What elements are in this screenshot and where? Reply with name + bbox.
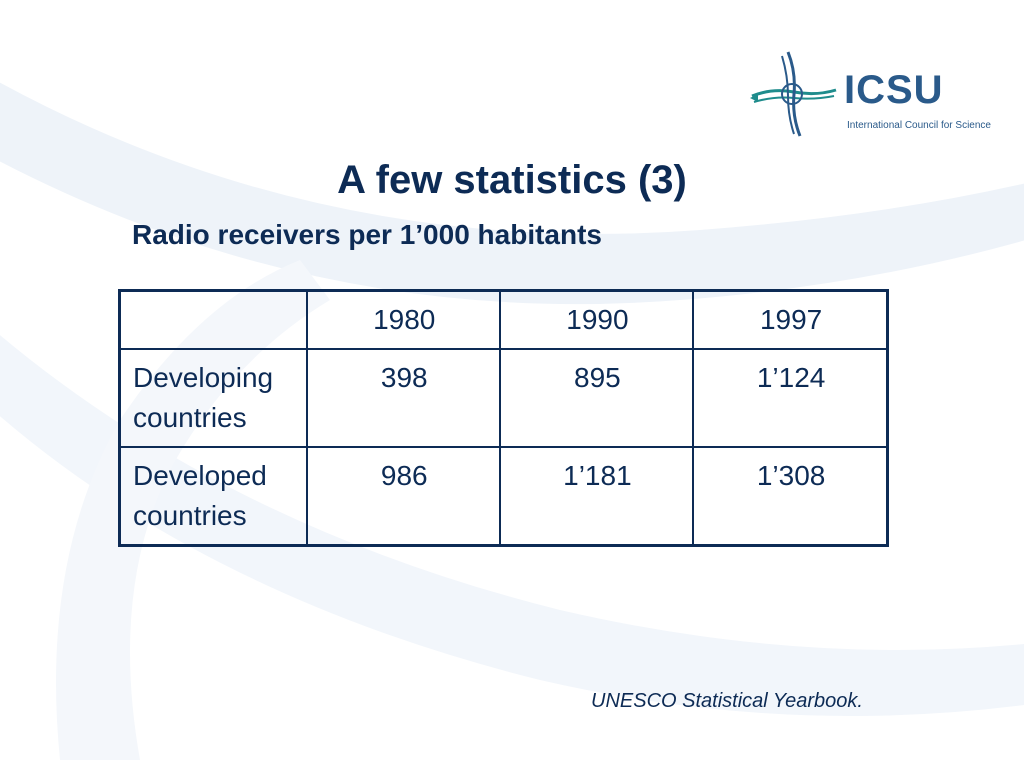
table-header-cell: 1990 [498, 289, 695, 350]
table-row: Developed countries 986 1’181 1’308 [118, 446, 889, 547]
table-cell: 895 [498, 348, 695, 448]
table-header-cell: 1997 [692, 289, 889, 350]
table-cell: 986 [305, 446, 501, 547]
table-cell: 398 [305, 348, 501, 448]
logo-tagline: International Council for Science [847, 120, 991, 131]
table-header-cell: 1980 [305, 289, 501, 350]
table-header-row: 1980 1990 1997 [118, 289, 889, 350]
statistics-table: 1980 1990 1997 Developing countries 398 … [118, 289, 889, 547]
row-label-cell: Developed countries [118, 446, 308, 547]
table-row: Developing countries 398 895 1’124 [118, 348, 889, 448]
table-cell: 1’124 [692, 348, 889, 448]
table-cell: 1’308 [692, 446, 889, 547]
icsu-logo: ICSU International Council for Science [748, 48, 1020, 140]
table-cell: 1’181 [498, 446, 695, 547]
source-citation: UNESCO Statistical Yearbook. [591, 690, 863, 712]
row-label-cell: Developing countries [118, 348, 308, 448]
logo-wordmark: ICSU [844, 68, 944, 112]
slide-subtitle: Radio receivers per 1’000 habitants [132, 219, 602, 250]
icsu-emblem-icon [750, 51, 837, 137]
table-header-cell [118, 289, 308, 350]
slide-title: A few statistics (3) [337, 158, 687, 202]
